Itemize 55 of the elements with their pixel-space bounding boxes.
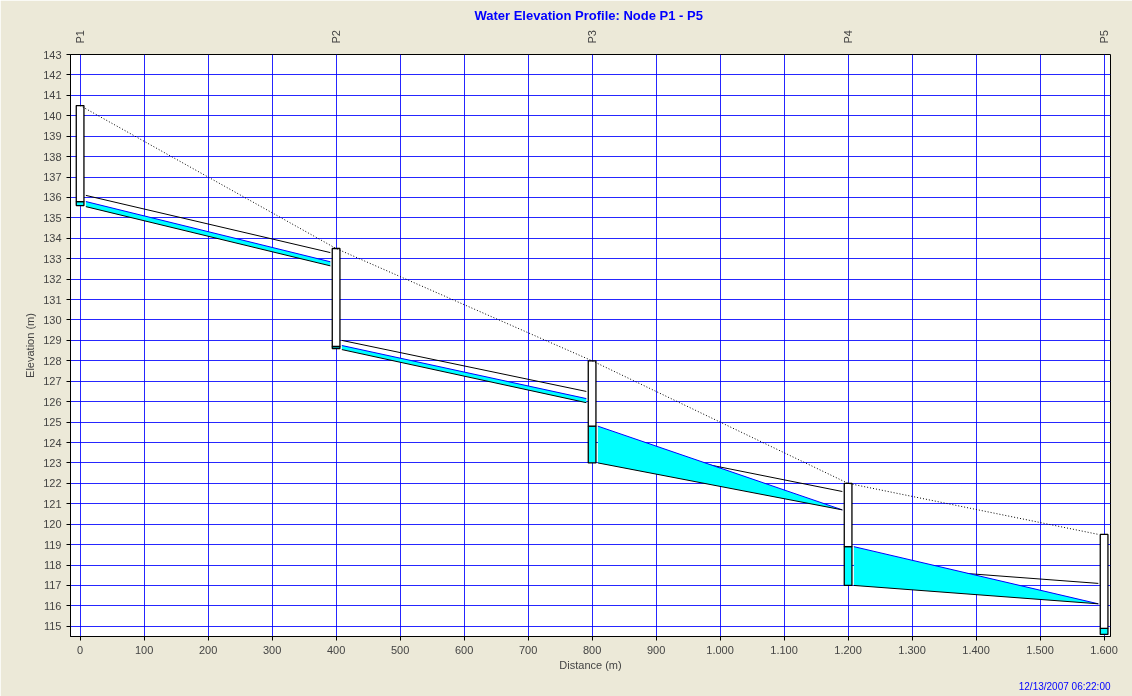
x-tick-label: 500 (390, 643, 410, 656)
y-tick-label: 139 (43, 130, 62, 143)
y-tick-label: 143 (43, 48, 62, 61)
y-axis-title: Elevation (m) (24, 313, 37, 378)
y-tick-label: 140 (43, 109, 62, 122)
x-tick-label: 1.500 (1026, 643, 1054, 656)
y-tick-label: 115 (43, 620, 62, 633)
x-tick-label: 300 (262, 643, 282, 656)
x-tick-label: 0 (77, 643, 84, 656)
x-tick-label: 1.600 (1090, 643, 1118, 656)
y-tick-label: 124 (43, 436, 62, 449)
y-tick-label: 126 (43, 395, 62, 408)
y-tick-label: 136 (43, 191, 62, 204)
x-tick-label: 600 (454, 643, 474, 656)
y-tick-label: 129 (43, 334, 62, 347)
y-tick-label: 135 (43, 211, 62, 224)
x-tick-label: 200 (198, 643, 218, 656)
text: 12/13/2007 06:22:00 (1018, 680, 1111, 692)
y-tick-label: 119 (43, 538, 62, 551)
x-tick-label: 1.000 (706, 643, 734, 656)
text: P1 (74, 30, 87, 44)
y-tick-label: 130 (43, 313, 62, 326)
chart-title: Water Elevation Profile: Node P1 - P5 (474, 7, 703, 23)
y-tick-label: 118 (43, 559, 62, 572)
x-tick-label: 400 (326, 643, 346, 656)
y-tick-label: 123 (43, 456, 62, 469)
x-tick-label: 800 (582, 643, 602, 656)
y-tick-label: 116 (43, 599, 62, 612)
y-tick-label: 120 (43, 518, 62, 531)
x-tick-label: 1.200 (834, 643, 862, 656)
x-tick-label: 1.300 (898, 643, 926, 656)
text: P3 (586, 30, 599, 44)
y-tick-label: 131 (43, 293, 62, 306)
x-axis-title: Distance (m) (559, 658, 622, 671)
x-tick-label: 100 (134, 643, 154, 656)
y-tick-label: 117 (43, 579, 62, 592)
y-tick-label: 137 (43, 171, 62, 184)
x-tick-label: 700 (518, 643, 538, 656)
y-tick-label: 127 (43, 375, 62, 388)
text: P4 (842, 30, 855, 44)
y-tick-label: 138 (43, 150, 62, 163)
y-tick-label: 122 (43, 477, 62, 490)
y-tick-label: 121 (43, 497, 62, 510)
y-tick-label: 125 (43, 416, 62, 429)
y-tick-label: 132 (43, 273, 62, 286)
text: P5 (1098, 30, 1111, 44)
y-tick-label: 128 (43, 354, 62, 367)
x-tick-label: 1.400 (962, 643, 990, 656)
y-tick-label: 133 (43, 252, 62, 265)
y-tick-label: 134 (43, 232, 62, 245)
x-tick-label: 1.100 (770, 643, 798, 656)
y-tick-label: 141 (43, 89, 62, 102)
x-tick-label: 900 (646, 643, 666, 656)
text: P2 (330, 30, 343, 44)
y-tick-label: 142 (43, 68, 62, 81)
